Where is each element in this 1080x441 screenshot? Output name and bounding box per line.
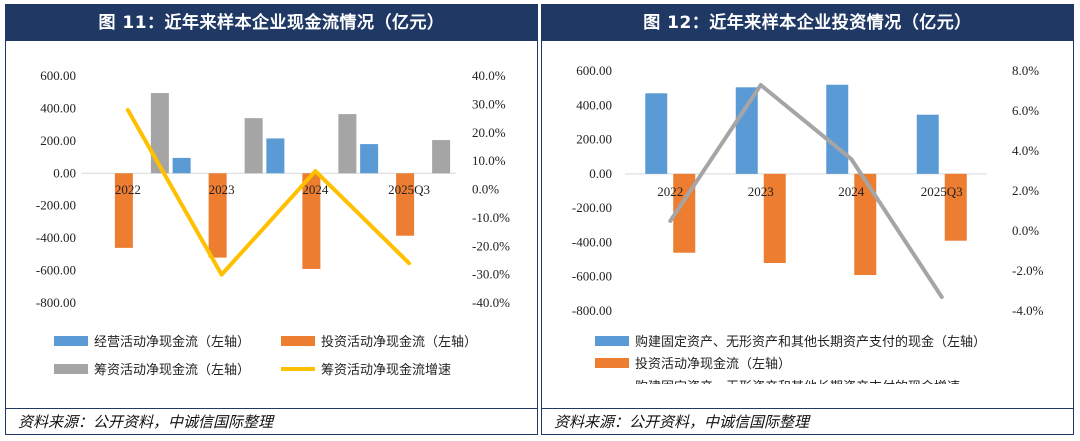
y-right-tick-label: 10.0% <box>472 153 506 168</box>
x-tick-label: 2022 <box>657 184 683 199</box>
x-tick-label: 2024 <box>302 182 329 197</box>
y-left-tick-label: -200.00 <box>36 198 76 213</box>
chart-svg: 600.00 400.00 200.00 0.00 -200.00 -400.00 -600… <box>36 68 510 378</box>
x-tick-label: 2022 <box>115 182 141 197</box>
chart-panel-11: 图 11：近年来样本企业现金流情况（亿元） 600.00 400.00 200.00… <box>5 4 538 435</box>
y-right-tick-label: 40.0% <box>472 68 506 83</box>
y-left-tick-label: -600.00 <box>36 263 76 278</box>
y-left-tick-label: 0.00 <box>589 166 612 181</box>
legend-swatch <box>595 358 629 368</box>
y-left-tick-label: 200.00 <box>40 133 76 148</box>
x-tick-label: 2023 <box>209 182 235 197</box>
y-left-tick-label: -200.00 <box>572 200 612 215</box>
bar <box>735 87 758 174</box>
y-left-tick-label: 600.00 <box>40 68 76 83</box>
bar <box>763 173 786 263</box>
chart-title: 图 11：近年来样本企业现金流情况（亿元） <box>6 5 537 41</box>
legend-label: 投资活动净现金流（左轴） <box>635 356 791 372</box>
x-tick-label: 2023 <box>748 184 774 199</box>
y-right-tick-label: -10.0% <box>472 210 510 225</box>
bar <box>302 173 321 269</box>
y-left-tick-label: 200.00 <box>576 132 612 147</box>
bar <box>244 118 263 174</box>
bar <box>266 138 285 174</box>
y-right-tick-label: -20.0% <box>472 238 510 253</box>
y-left-tick-label: -600.00 <box>572 269 612 284</box>
series-line <box>668 83 944 299</box>
bar <box>172 157 191 174</box>
y-left-tick-label: -800.00 <box>36 295 76 310</box>
y-right-tick-label: 0.0% <box>1012 223 1039 238</box>
y-right-tick-label: 30.0% <box>472 96 506 111</box>
legend-label: 经营活动净现金流（左轴） <box>94 334 250 350</box>
y-left-tick-label: -400.00 <box>572 234 612 249</box>
chart-svg: 600.00 400.00 200.00 0.00 -200.00 -400.00 -600… <box>572 63 1044 384</box>
legend-label: 筹资活动净现金流（左轴） <box>94 362 250 378</box>
bar <box>114 173 133 248</box>
bar <box>360 144 379 174</box>
bar <box>645 93 668 174</box>
y-right-tick-label: 0.0% <box>472 182 499 197</box>
y-right-tick-label: 2.0% <box>1012 183 1039 198</box>
legend-label: 筹资活动净现金流增速 <box>321 362 451 378</box>
bar <box>826 84 849 174</box>
chart-panel-12: 图 12：近年来样本企业投资情况（亿元） 600.00 400.00 200.00 0… <box>541 4 1074 435</box>
y-left-tick-label: -400.00 <box>36 230 76 245</box>
legend-swatch <box>281 336 315 346</box>
y-right-tick-label: -2.0% <box>1012 263 1044 278</box>
series-line <box>125 108 412 277</box>
y-right-tick-label: 6.0% <box>1012 103 1039 118</box>
y-right-tick-label: 20.0% <box>472 125 506 140</box>
y-right-tick-label: -30.0% <box>472 267 510 282</box>
y-right-tick-label: -4.0% <box>1012 303 1044 318</box>
chart-title: 图 12：近年来样本企业投资情况（亿元） <box>542 5 1073 41</box>
bar <box>916 114 939 174</box>
bar <box>338 114 357 174</box>
y-left-tick-label: 400.00 <box>40 100 76 115</box>
x-tick-label: 2025Q3 <box>388 182 430 197</box>
y-left-tick-label: 0.00 <box>53 165 76 180</box>
source-note: 资料来源：公开资料，中诚信国际整理 <box>542 408 1073 434</box>
legend-label: 购建固定资产、无形资产和其他长期资产支付的现金（左轴） <box>635 334 986 350</box>
x-tick-label: 2024 <box>838 184 865 199</box>
y-right-tick-label: -40.0% <box>472 295 510 310</box>
x-tick-label: 2025Q3 <box>921 184 963 199</box>
legend-label: 投资活动净现金流（左轴） <box>321 334 477 350</box>
y-right-tick-label: 4.0% <box>1012 143 1039 158</box>
source-note: 资料来源：公开资料，中诚信国际整理 <box>6 408 537 434</box>
legend-swatch <box>54 336 88 346</box>
bar <box>854 173 877 275</box>
bar <box>150 93 169 174</box>
bar <box>208 173 227 258</box>
y-left-tick-label: 400.00 <box>576 97 612 112</box>
bar <box>396 173 415 236</box>
y-right-tick-label: 8.0% <box>1012 63 1039 78</box>
y-left-tick-label: 600.00 <box>576 63 612 78</box>
legend-swatch <box>595 336 629 346</box>
legend-swatch <box>54 364 88 374</box>
legend-label: 购建固定资产、无形资产和其他长期资产支付的现金增速 <box>635 379 960 384</box>
bar <box>432 140 451 174</box>
bar <box>944 173 967 241</box>
y-left-tick-label: -800.00 <box>572 303 612 318</box>
